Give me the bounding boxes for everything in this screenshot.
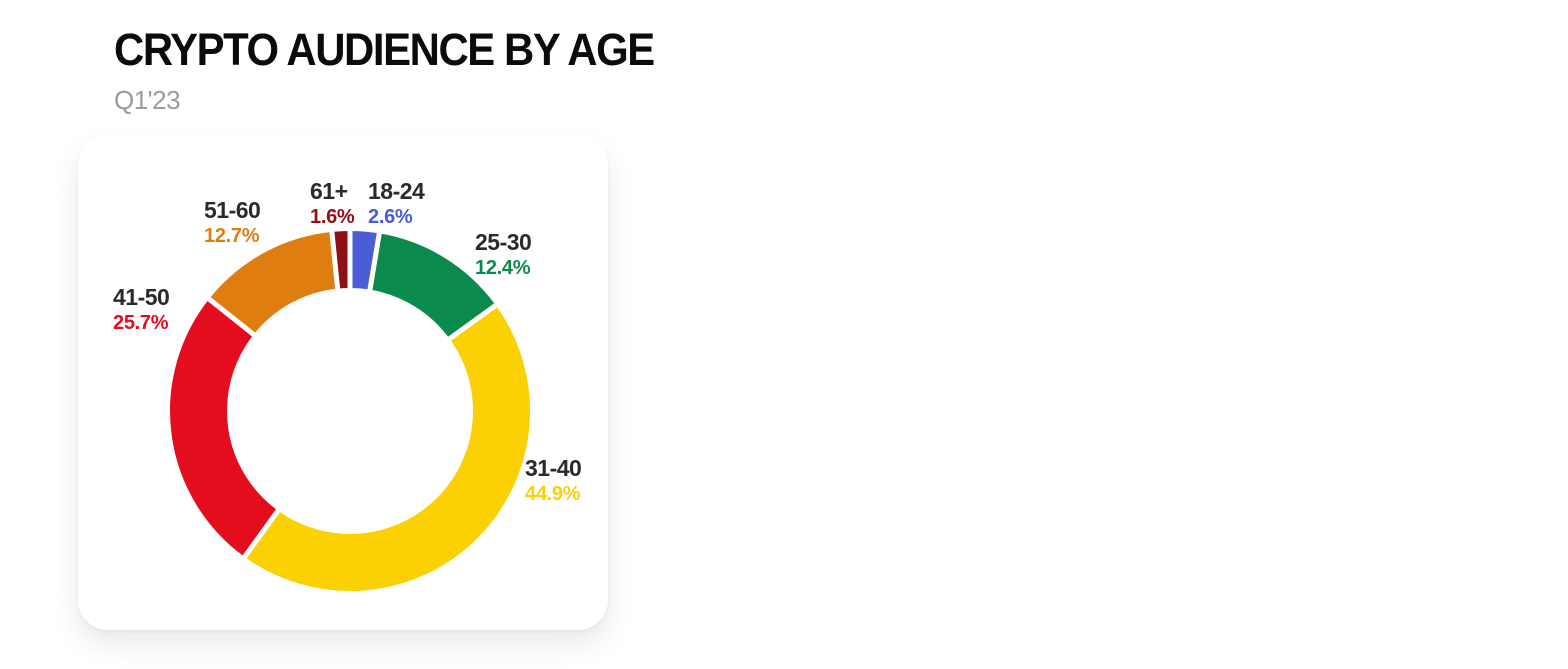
- page-subtitle: Q1'23: [114, 85, 181, 116]
- donut-slice-61+: [329, 225, 353, 294]
- page-title: CRYPTO AUDIENCE BY AGE: [114, 24, 655, 75]
- slice-label-51-60: 51-60 12.7%: [204, 197, 261, 248]
- slice-age-label: 41-50: [113, 284, 170, 310]
- donut-chart-card: 18-24 2.6% 25-30 12.4% 31-40 44.9% 41-50 25.7% 5…: [78, 135, 608, 630]
- slice-age-label: 51-60: [204, 197, 261, 223]
- slice-percent-label: 44.9%: [525, 483, 581, 506]
- donut-slice-31-40: [240, 301, 535, 597]
- slice-percent-label: 12.7%: [204, 225, 260, 248]
- slice-label-41-50: 41-50 25.7%: [113, 284, 170, 335]
- slice-percent-label: 12.4%: [475, 257, 531, 280]
- slice-percent-label: 25.7%: [113, 312, 169, 335]
- slice-age-label: 25-30: [475, 229, 532, 255]
- slice-label-18-24: 18-24 2.6%: [368, 178, 425, 229]
- slice-label-31-40: 31-40 44.9%: [525, 455, 582, 506]
- slice-age-label: 61+: [310, 178, 348, 204]
- slice-age-label: 31-40: [525, 455, 582, 481]
- donut-chart: [165, 225, 535, 597]
- slice-label-25-30: 25-30 12.4%: [475, 229, 532, 280]
- slice-age-label: 18-24: [368, 178, 425, 204]
- donut-slice-41-50: [165, 294, 282, 562]
- slice-percent-label: 1.6%: [310, 206, 355, 229]
- page-header: CRYPTO AUDIENCE BY AGE Q1'23: [114, 26, 694, 116]
- slice-label-61+: 61+ 1.6%: [310, 178, 355, 229]
- slice-percent-label: 2.6%: [368, 206, 413, 229]
